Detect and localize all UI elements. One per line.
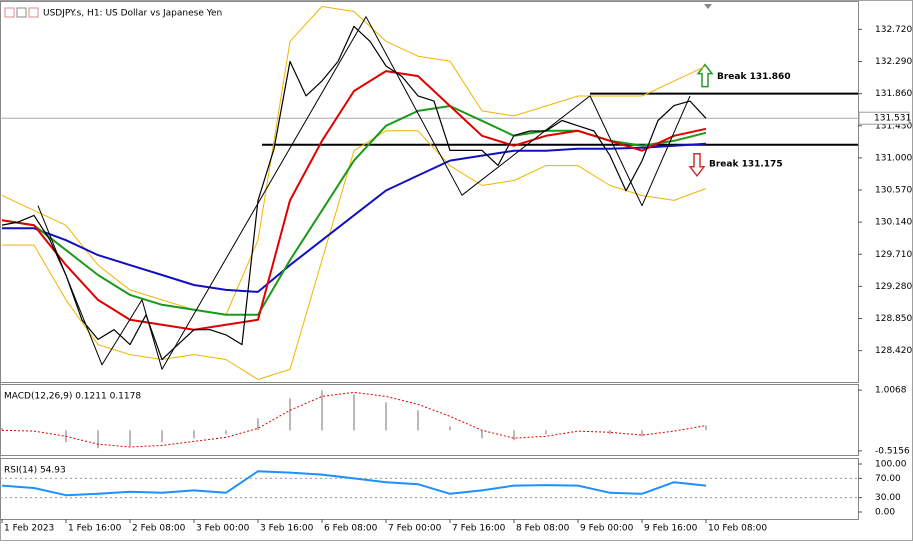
ma-line (1, 470, 707, 497)
y-tick-label: 131.860 (875, 89, 912, 99)
x-tick-label: 8 Feb 08:00 (516, 524, 570, 534)
macd-bar (161, 430, 163, 443)
panel-title: MACD(12,26,9) 0.1211 0.1178 (4, 392, 141, 402)
x-tick-label: 3 Feb 00:00 (196, 524, 250, 534)
x-tick-label: 6 Feb 08:00 (324, 524, 378, 534)
macd-bar (705, 425, 707, 431)
macd-bar (641, 430, 643, 437)
band-line (2, 130, 707, 380)
macd-bar (193, 430, 195, 439)
zigzag-line (37, 16, 691, 370)
macd-bar (353, 394, 355, 431)
macd-bar (513, 430, 515, 441)
x-tick-label: 9 Feb 00:00 (580, 524, 634, 534)
last-price-label: 131.531 (874, 114, 911, 124)
macd-bar (289, 398, 291, 431)
y-tick-label: 128.850 (875, 314, 912, 324)
x-tick-label: 7 Feb 16:00 (452, 524, 506, 534)
y-tick-label: 70.00 (875, 474, 901, 484)
dashed-line (1, 391, 707, 448)
y-tick-label: 131.430 (875, 121, 912, 131)
y-tick-label: 1.0068 (875, 386, 907, 396)
icon (28, 7, 39, 18)
shift-marker (704, 4, 712, 9)
y-tick-label: 100.00 (875, 459, 907, 469)
y-tick-label: 132.720 (875, 25, 912, 35)
ma-line (2, 142, 707, 293)
x-tick-label: 3 Feb 16:00 (260, 524, 314, 534)
icon (16, 7, 27, 18)
macd-bar (129, 430, 131, 447)
y-tick-label: 129.710 (875, 250, 912, 260)
panel-title: RSI(14) 54.93 (4, 466, 66, 476)
y-tick-label: 128.420 (875, 346, 912, 356)
panel-title: USDJPY.s, H1: US Dollar vs Japanese Yen (43, 9, 222, 19)
icon (4, 7, 15, 18)
y-tick-label: -0.5156 (875, 446, 910, 456)
x-tick-label: 7 Feb 00:00 (388, 524, 442, 534)
band-line (1, 6, 707, 316)
macd-bar (449, 426, 451, 431)
macd-bar (417, 410, 419, 431)
up-arrow (696, 63, 714, 88)
y-tick-label: 130.140 (875, 218, 912, 228)
break-label: Break 131.175 (709, 159, 783, 169)
x-tick-label: 2 Feb 08:00 (132, 524, 186, 534)
last-price-box (858, 111, 910, 125)
y-tick-label: 129.280 (875, 282, 912, 292)
macd-bar (321, 390, 323, 431)
ma-line (1, 70, 707, 331)
down-arrow (688, 153, 706, 178)
panel-border (0, 384, 859, 456)
x-tick-label: 9 Feb 16:00 (644, 524, 698, 534)
panel-border (0, 458, 859, 520)
break-label: Break 131.860 (717, 72, 791, 82)
price-line (1, 25, 707, 361)
macd-bar (257, 418, 259, 431)
y-tick-label: 30.00 (875, 493, 901, 503)
macd-bar (225, 430, 227, 435)
macd-bar (97, 430, 99, 449)
y-tick-label: 0.00 (875, 507, 895, 517)
macd-bar (545, 430, 547, 435)
macd-bar (609, 430, 611, 435)
y-tick-label: 130.570 (875, 186, 912, 196)
x-tick-label: 1 Feb 2023 (4, 524, 54, 534)
macd-bar (481, 430, 483, 439)
x-tick-label: 1 Feb 16:00 (68, 524, 122, 534)
macd-bar (1, 428, 3, 431)
y-tick-label: 131.000 (875, 153, 912, 163)
y-tick-label: 132.290 (875, 57, 912, 67)
macd-bar (385, 402, 387, 431)
panel-border (0, 1, 859, 383)
x-tick-label: 10 Feb 08:00 (708, 524, 767, 534)
